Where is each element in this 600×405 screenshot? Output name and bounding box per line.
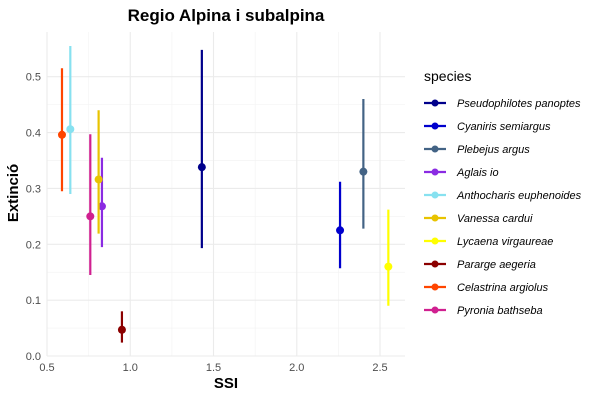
y-axis-title: Extinció — [5, 164, 22, 222]
legend-label: Vanessa cardui — [457, 213, 533, 225]
y-tick-label: 0.4 — [26, 128, 41, 140]
legend-label: Lycaena virgaureae — [457, 236, 553, 248]
y-tick-label: 0.5 — [26, 72, 41, 84]
legend-key-point — [431, 99, 439, 107]
y-tick-label: 0.0 — [26, 351, 41, 363]
legend-item: Lycaena virgaureae — [424, 236, 553, 248]
legend-item: Vanessa cardui — [424, 213, 533, 225]
legend-label: Pyronia bathseba — [457, 305, 543, 317]
data-point — [336, 226, 345, 235]
x-tick-label: 2.5 — [372, 362, 387, 374]
legend-title: species — [424, 68, 471, 84]
legend-key-point — [431, 145, 439, 153]
y-tick-label: 0.3 — [26, 183, 41, 195]
legend-item: Aglais io — [424, 167, 499, 179]
legend-item: Pyronia bathseba — [424, 305, 543, 317]
legend-item: Celastrina argiolus — [424, 282, 549, 294]
legend-key-point — [431, 283, 439, 291]
species-mark — [57, 68, 66, 192]
x-tick-label: 2.0 — [289, 362, 304, 374]
species-mark — [197, 49, 206, 249]
x-axis-title: SSI — [214, 375, 238, 392]
legend-label: Celastrina argiolus — [457, 282, 549, 294]
data-point — [57, 130, 66, 139]
chart-title: Regio Alpina i subalpina — [128, 6, 325, 25]
x-tick-label: 0.5 — [39, 362, 54, 374]
x-tick-label: 1.5 — [206, 362, 221, 374]
species-mark — [359, 99, 368, 229]
legend-key-point — [431, 168, 439, 176]
legend-label: Cyaniris semiargus — [457, 121, 551, 133]
species-mark — [66, 45, 75, 194]
x-tick-label: 1.0 — [123, 362, 138, 374]
legend-item: Anthocharis euphenoides — [424, 190, 582, 202]
legend-key-point — [431, 214, 439, 222]
legend-label: Aglais io — [456, 167, 499, 179]
legend-label: Pseudophilotes panoptes — [457, 98, 581, 110]
legend-item: Pararge aegeria — [424, 259, 536, 271]
species-mark — [384, 209, 393, 306]
data-point — [117, 325, 126, 334]
species-mark — [97, 157, 106, 248]
legend: species Pseudophilotes panoptes Cyaniris … — [424, 68, 582, 317]
y-tick-label: 0.2 — [26, 239, 41, 251]
species-mark — [86, 134, 95, 275]
data-point — [197, 163, 206, 172]
data-point — [94, 175, 103, 184]
legend-label: Pararge aegeria — [457, 259, 536, 271]
legend-label: Anthocharis euphenoides — [456, 190, 582, 202]
grid — [46, 32, 405, 357]
data-point — [86, 212, 95, 221]
species-mark — [336, 181, 345, 269]
species-mark — [117, 311, 126, 343]
legend-key-point — [431, 122, 439, 130]
legend-label: Plebejus argus — [457, 144, 530, 156]
species-mark — [94, 110, 103, 234]
legend-item: Pseudophilotes panoptes — [424, 98, 581, 110]
legend-item: Plebejus argus — [424, 144, 530, 156]
legend-key-point — [431, 260, 439, 268]
data-point — [66, 125, 75, 134]
legend-item: Cyaniris semiargus — [424, 121, 551, 133]
legend-key-point — [431, 306, 439, 314]
axes: 0.5 1.0 1.5 2.0 2.5 0.0 0.1 0.2 0.3 0.4 0.5 — [26, 72, 388, 374]
data-point — [384, 262, 393, 271]
data-point — [359, 167, 368, 176]
legend-key-point — [431, 237, 439, 245]
y-tick-label: 0.1 — [26, 295, 41, 307]
data-marks — [57, 45, 393, 343]
data-point — [97, 202, 106, 211]
legend-key-point — [431, 191, 439, 199]
